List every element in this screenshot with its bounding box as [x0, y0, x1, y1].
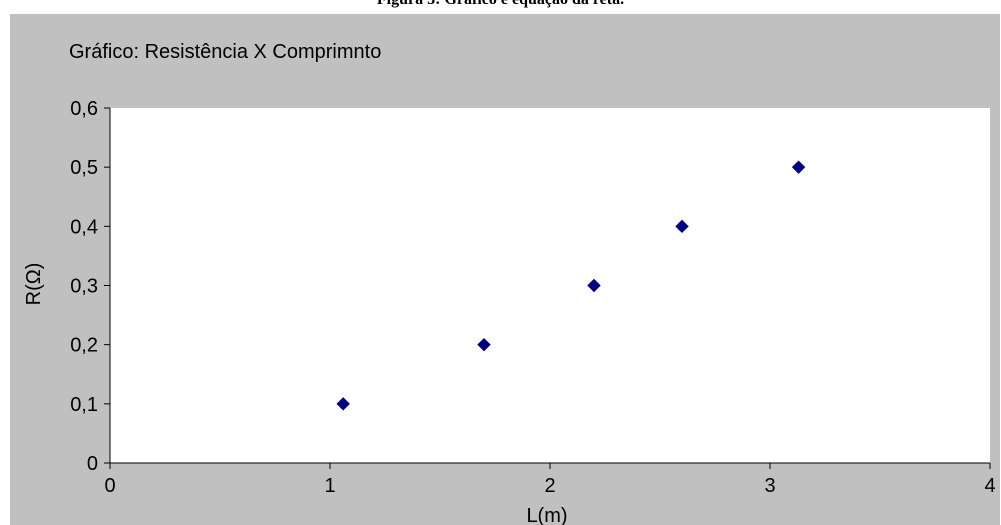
data-point	[791, 160, 806, 174]
x-tick-label: 4	[984, 475, 995, 497]
y-tick-label: 0,2	[70, 335, 98, 357]
y-axis-label: R(Ω)	[23, 263, 45, 306]
y-tick-label: 0,5	[70, 157, 98, 179]
y-tick-label: 0,4	[70, 216, 98, 238]
y-tick-label: 0,6	[70, 98, 98, 120]
ticks: 0 0,1 0,2 0,3 0,4 0,5 0,6 0 1 2 3 4	[70, 98, 995, 497]
x-axis-label: L(m)	[526, 505, 567, 525]
y-tick-label: 0,3	[70, 276, 98, 298]
data-point	[675, 219, 689, 234]
data-points	[336, 160, 806, 411]
x-tick-label: 3	[764, 475, 775, 497]
plot-area	[110, 108, 990, 463]
x-tick-label: 2	[544, 475, 555, 497]
data-point	[336, 397, 350, 411]
chart-area: 0 0,1 0,2 0,3 0,4 0,5 0,6 0 1 2 3 4 Gráfico: Resist…	[10, 14, 1000, 525]
chart: 0 0,1 0,2 0,3 0,4 0,5 0,6 0 1 2 3 4 Gráfico: Resist…	[23, 41, 996, 525]
data-point	[587, 278, 601, 293]
figure-caption: Figura 3: Gráfico e equação da reta.	[0, 0, 1001, 9]
x-tick-label: 1	[324, 475, 335, 497]
y-tick-label: 0	[87, 453, 98, 475]
chart-title: Gráfico: Resistência X Comprimnto	[69, 41, 381, 63]
data-point	[477, 337, 491, 352]
x-tick-label: 0	[104, 475, 115, 497]
y-tick-label: 0,1	[70, 394, 98, 416]
